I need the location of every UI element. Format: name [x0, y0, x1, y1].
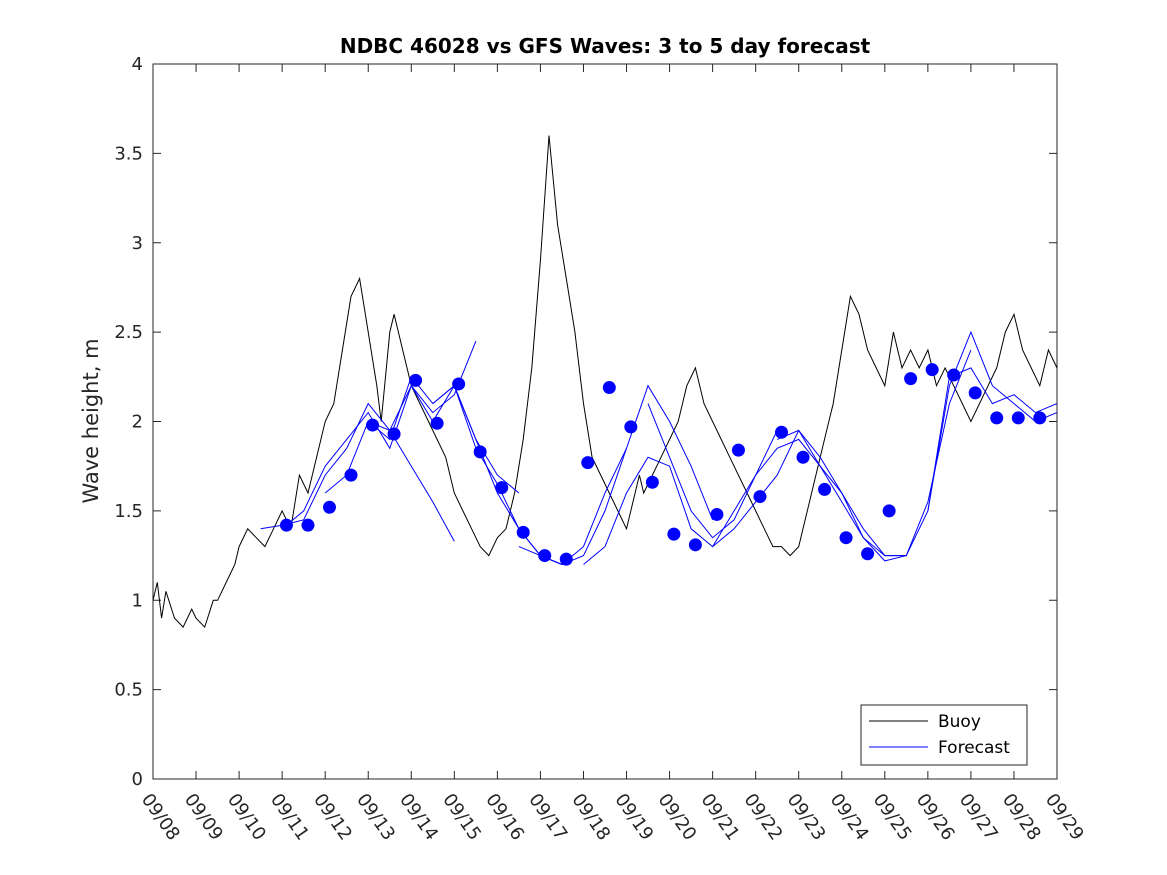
forecast-line — [712, 429, 907, 557]
forecast-line — [583, 430, 778, 565]
forecast-marker — [774, 425, 788, 439]
forecast-marker — [1033, 411, 1047, 425]
y-tick-label: 1 — [132, 590, 143, 611]
plot-frame — [152, 63, 1058, 780]
y-tick-label: 3.5 — [114, 143, 143, 164]
forecast-marker — [581, 456, 595, 470]
forecast-marker — [990, 411, 1004, 425]
legend-forecast-label: Forecast — [938, 738, 1010, 758]
y-tick-label: 4 — [132, 54, 143, 75]
x-tick-label: 09/17 — [524, 790, 571, 845]
y-tick-label: 2.5 — [114, 322, 143, 343]
x-tick-label: 09/11 — [266, 790, 313, 845]
forecast-marker — [818, 482, 832, 496]
forecast-marker — [538, 549, 552, 563]
x-tick-label: 09/14 — [395, 790, 442, 845]
forecast-line — [777, 349, 972, 557]
forecast-marker — [753, 490, 767, 504]
forecast-marker — [473, 445, 487, 459]
forecast-line — [324, 375, 520, 494]
x-tick-label: 09/25 — [869, 790, 916, 845]
forecast-marker — [947, 368, 961, 382]
legend-box — [860, 704, 1028, 766]
x-tick-label: 09/10 — [223, 790, 270, 845]
x-tick-label: 09/18 — [567, 790, 614, 845]
x-tick-label: 09/26 — [912, 790, 959, 845]
forecast-marker — [925, 363, 939, 377]
forecast-marker — [452, 377, 466, 391]
y-tick-label: 0.5 — [114, 680, 143, 701]
forecast-line — [841, 330, 1058, 562]
x-tick-label: 09/12 — [309, 790, 356, 845]
forecast-marker — [882, 504, 896, 518]
x-tick-label: 09/13 — [352, 790, 399, 845]
forecast-marker — [1011, 411, 1025, 425]
forecast-marker — [667, 527, 681, 541]
x-tick-label: 09/16 — [481, 790, 528, 845]
forecast-marker — [602, 381, 616, 395]
forecast-marker — [839, 531, 853, 545]
forecast-marker — [731, 443, 745, 457]
forecast-marker — [624, 420, 638, 434]
forecast-line — [432, 384, 627, 566]
y-axis: 0 0.5 1 1.5 2 2.5 3 3.5 4 — [114, 54, 1057, 790]
forecast-line — [518, 384, 714, 566]
forecast-marker — [516, 525, 530, 539]
x-tick-label: 09/20 — [653, 790, 700, 845]
x-tick-label: 09/19 — [610, 790, 657, 845]
forecast-line — [647, 403, 843, 539]
forecast-marker — [968, 386, 982, 400]
forecast-marker — [301, 518, 315, 532]
forecast-marker — [409, 373, 423, 387]
forecast-marker — [645, 475, 659, 489]
forecast-marker — [710, 507, 724, 521]
x-tick-label: 09/28 — [998, 790, 1045, 845]
forecast-marker — [495, 481, 509, 495]
x-tick-label: 09/23 — [783, 790, 830, 845]
forecast-marker — [430, 416, 444, 430]
x-tick-label: 09/15 — [438, 790, 485, 845]
forecast-marker — [322, 500, 336, 514]
forecast-marker — [796, 450, 810, 464]
y-tick-label: 1.5 — [114, 501, 143, 522]
forecast-marker — [366, 418, 380, 432]
x-tick-label: 09/21 — [697, 790, 744, 845]
x-tick-label: 09/08 — [137, 790, 184, 845]
forecast-marker — [387, 427, 401, 441]
legend: Buoy Forecast — [860, 704, 1028, 766]
x-tick-label: 09/09 — [180, 790, 227, 845]
x-tick-label: 09/24 — [826, 790, 873, 845]
forecast-marker — [279, 518, 293, 532]
chart-title: NDBC 46028 vs GFS Waves: 3 to 5 day fore… — [340, 34, 871, 58]
y-tick-label: 3 — [132, 233, 143, 254]
y-axis-label: Wave height, m — [79, 338, 103, 503]
forecast-marker — [904, 372, 918, 386]
forecast-marker — [344, 468, 358, 482]
forecast-marker — [559, 552, 573, 566]
y-tick-label: 2 — [132, 412, 143, 433]
forecast-markers — [279, 363, 1047, 566]
y-tick-label: 0 — [132, 769, 143, 790]
x-tick-label: 09/29 — [1041, 790, 1088, 845]
x-tick-label: 09/22 — [740, 790, 787, 845]
forecast-marker — [688, 538, 702, 552]
x-tick-label: 09/27 — [955, 790, 1002, 845]
forecast-marker — [861, 547, 875, 561]
legend-buoy-label: Buoy — [938, 712, 981, 732]
plot-area — [152, 63, 1058, 780]
